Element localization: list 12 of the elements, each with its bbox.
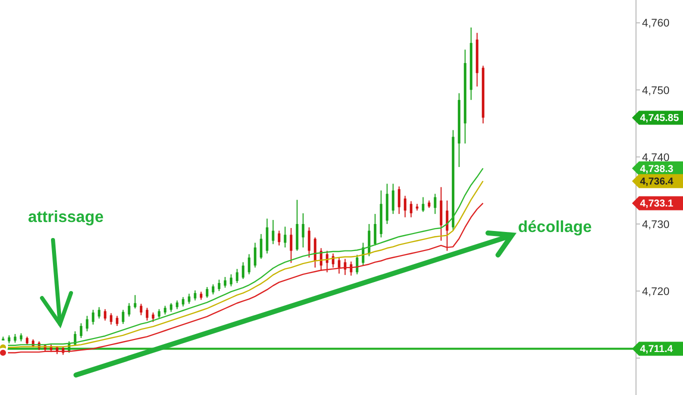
y-tick-label: 4,740 — [642, 152, 670, 164]
y-tick-label: 4,750 — [642, 84, 670, 97]
text: 4,733.1 — [640, 198, 674, 210]
y-tick-label: 4,760 — [642, 18, 670, 30]
annotation: attrissage — [28, 209, 104, 226]
y-tick-label: 4,720 — [642, 286, 670, 298]
text: 4,736.4 — [640, 176, 674, 188]
y-tick-label: 4,730 — [642, 218, 670, 231]
text: 4,738.3 — [640, 164, 674, 175]
text: 4,745.85 — [640, 113, 680, 124]
ref-line-label: 4,711.4 — [640, 344, 674, 356]
annotation: décollage — [518, 219, 592, 236]
